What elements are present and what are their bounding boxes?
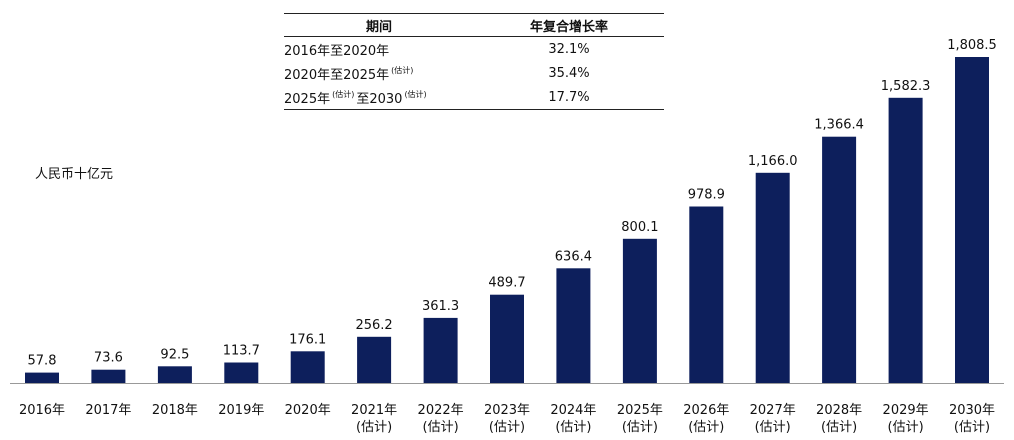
cagr-period-cell: 2020年至2025年 (估计) [284, 61, 474, 85]
bar-value-label: 176.1 [289, 332, 326, 347]
x-tick-label: 2025年 [617, 403, 663, 418]
x-tick-estimate-note: (估计) [888, 420, 924, 435]
cagr-rate-cell: 32.1% [548, 41, 590, 57]
x-tick-label: 2020年 [285, 403, 331, 418]
bar [490, 294, 524, 383]
cagr-rate-cell: 17.7% [474, 85, 664, 110]
bar [423, 317, 458, 383]
bar-value-label: 92.5 [160, 347, 189, 362]
x-tick-label: 2028年 [816, 403, 862, 418]
bar-value-label: 800.1 [621, 220, 658, 235]
x-tick-estimate-note: (估计) [423, 420, 459, 435]
bar-value-label: 73.6 [94, 351, 123, 366]
cagr-row: 2025年 (估计) 至2030 (估计) 17.7% [284, 85, 664, 110]
x-tick-estimate-note: (估计) [489, 420, 525, 435]
bar-value-label: 978.9 [688, 188, 725, 203]
bar-value-label: 1,166.0 [748, 154, 798, 169]
y-axis-unit-label: 人民币十亿元 [35, 167, 114, 182]
cagr-period-cell: 2025年 (估计) 至2030 (估计) [284, 85, 474, 110]
x-tick-estimate-note: (估计) [821, 420, 857, 435]
x-tick-estimate-note: (估计) [755, 420, 791, 435]
bar [224, 362, 259, 383]
x-tick-label: 2017年 [85, 403, 131, 418]
x-tick-label: 2018年 [152, 403, 198, 418]
bar [91, 369, 126, 383]
cagr-period-start: 2016年至2020年 [284, 43, 390, 59]
bar-value-label: 1,582.3 [881, 79, 931, 94]
bar-value-label: 256.2 [355, 318, 392, 333]
x-tick-label: 2030年 [949, 403, 995, 418]
bar [689, 206, 724, 383]
x-tick-label: 2029年 [883, 403, 929, 418]
x-tick-label: 2026年 [683, 403, 729, 418]
cagr-table-header-row: 期间 年复合增长率 [284, 13, 664, 37]
bar-value-label: 636.4 [555, 249, 592, 264]
bar-value-label: 489.7 [488, 276, 525, 291]
x-tick-estimate-note: (估计) [954, 420, 990, 435]
bar [888, 97, 923, 384]
bar [622, 238, 657, 383]
x-tick-label: 2022年 [418, 403, 464, 418]
cagr-estimate-note: (估计) [332, 90, 355, 100]
x-tick-label: 2019年 [218, 403, 264, 418]
bar [290, 351, 325, 383]
x-tick-label: 2023年 [484, 403, 530, 418]
bar [955, 57, 989, 383]
bar [25, 372, 59, 383]
cagr-period-start: 2025年 [284, 91, 331, 107]
cagr-header-period: 期间 [284, 13, 474, 37]
x-tick-estimate-note: (估计) [555, 420, 591, 435]
bar-value-label: 361.3 [422, 299, 459, 314]
cagr-rate-cell: 35.4% [548, 65, 590, 81]
bar [157, 366, 192, 383]
bar [822, 136, 857, 383]
x-tick-label: 2027年 [750, 403, 796, 418]
cagr-table: 期间 年复合增长率 2016年至2020年 32.1% 2020年至2025年(… [284, 13, 664, 110]
bar-value-label: 1,366.4 [814, 118, 864, 133]
cagr-row: 2020年至2025年 (估计) 35.4% [284, 61, 664, 85]
cagr-period-start: 2020年至2025年 [284, 67, 390, 83]
bar [755, 172, 790, 383]
x-tick-label: 2021年 [351, 403, 397, 418]
x-tick-label: 2016年 [19, 403, 65, 418]
bar-value-label: 57.8 [28, 354, 57, 369]
bar-value-label: 1,808.5 [947, 38, 997, 53]
bar-value-label: 113.7 [223, 344, 260, 359]
bar [556, 268, 591, 383]
bar [357, 336, 392, 383]
x-tick-estimate-note: (估计) [356, 420, 392, 435]
cagr-estimate-note: (估计) [404, 90, 427, 100]
cagr-estimate-note: (估计) [391, 66, 414, 76]
cagr-row: 2016年至2020年 32.1% [284, 37, 664, 62]
x-tick-estimate-note: (估计) [688, 420, 724, 435]
x-tick-label: 2024年 [550, 403, 596, 418]
x-tick-estimate-note: (估计) [622, 420, 658, 435]
cagr-header-rate: 年复合增长率 [474, 13, 664, 37]
cagr-period-cell: 2016年至2020年 [284, 37, 474, 62]
cagr-period-end: 至2030 [356, 91, 403, 107]
